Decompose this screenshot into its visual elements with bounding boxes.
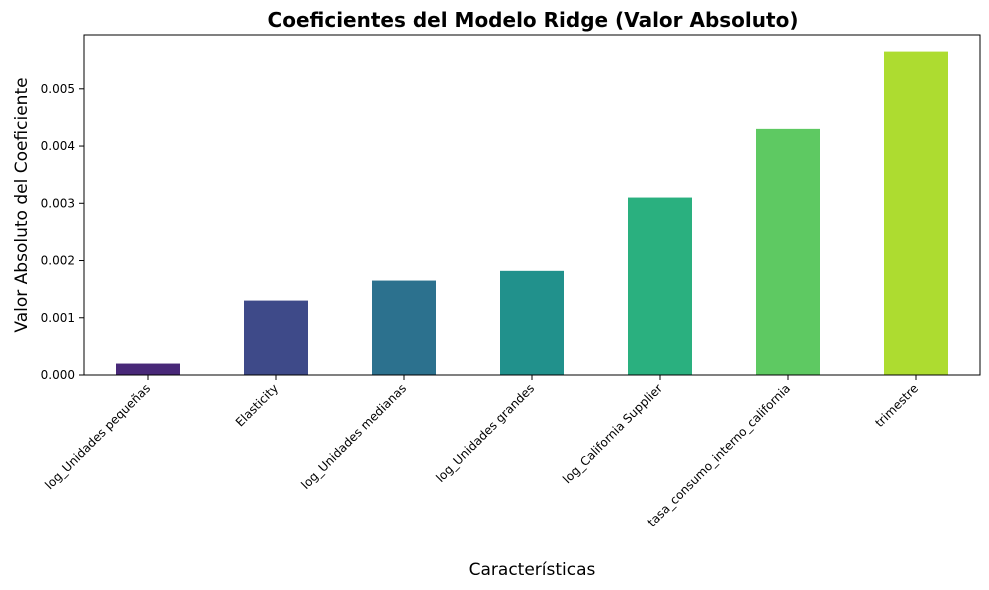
x-tick-label-2: log_Unidades medianas [298, 381, 409, 492]
y-tick-label-4: 0.004 [41, 139, 75, 153]
y-tick-label-5: 0.005 [41, 82, 75, 96]
x-tick-label-4: log_California Supplier [560, 381, 665, 486]
bar-5 [756, 128, 820, 375]
x-tick-label-6: trimestre [872, 381, 921, 430]
bar-0 [116, 363, 180, 375]
x-tick-label-3: log_Unidades grandes [433, 381, 537, 485]
bars-group [116, 51, 948, 375]
bar-3 [500, 270, 564, 375]
y-tick-label-0: 0.000 [41, 368, 75, 382]
bar-4 [628, 197, 692, 375]
plot-frame [83, 34, 981, 376]
y-axis: 0.000 0.001 0.002 0.003 0.004 0.005 [41, 82, 84, 382]
x-tick-label-5: tasa_consumo_interno_california [645, 381, 793, 529]
bar-2 [372, 280, 436, 375]
y-tick-label-3: 0.003 [41, 196, 75, 210]
x-tick-label-1: Elasticity [233, 381, 281, 429]
chart-title: Coeficientes del Modelo Ridge (Valor Abs… [268, 8, 799, 32]
x-axis: log_Unidades pequeñas Elasticity log_Unida… [42, 375, 921, 530]
y-tick-label-1: 0.001 [41, 311, 75, 325]
bar-6 [884, 51, 948, 375]
x-tick-label-0: log_Unidades pequeñas [42, 381, 153, 492]
y-tick-label-2: 0.002 [41, 254, 75, 268]
bar-1 [244, 300, 308, 375]
x-axis-label: Características [469, 560, 596, 580]
y-axis-label: Valor Absoluto del Coeficiente [12, 77, 32, 332]
